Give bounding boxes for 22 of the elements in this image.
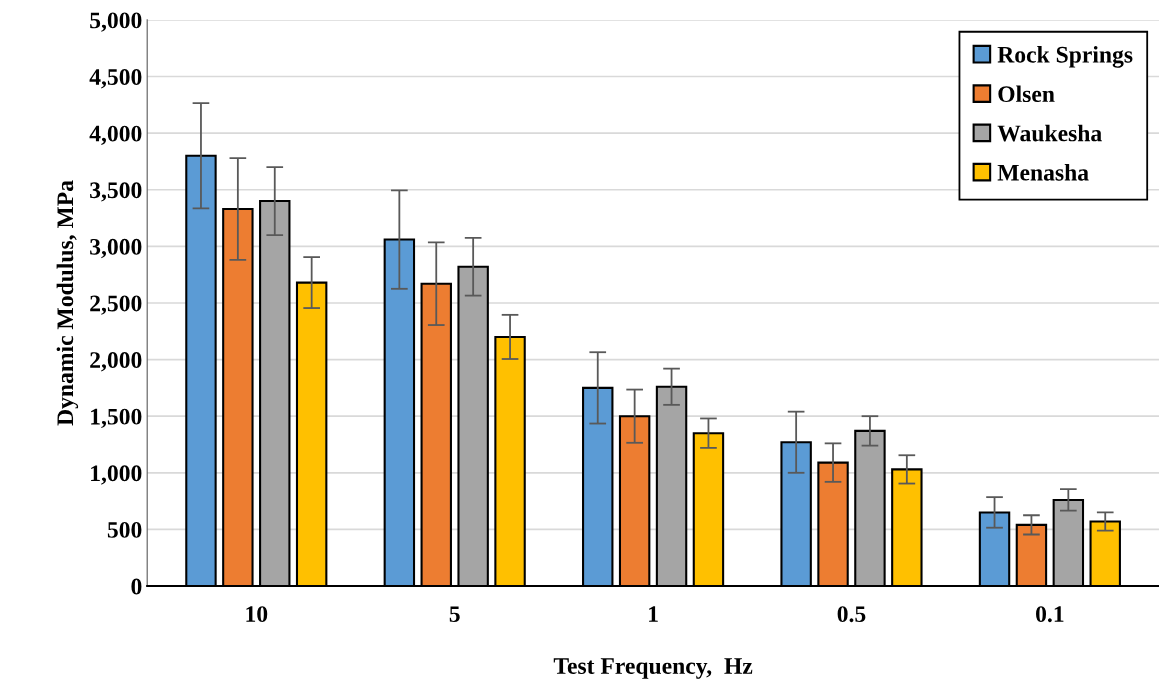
x-tick-label: 0.5 xyxy=(837,606,866,623)
y-tick-label: 2,000 xyxy=(90,352,142,372)
x-tick-label: 10 xyxy=(246,606,268,623)
x-axis-title: Test Frequency, Hz xyxy=(553,658,753,679)
legend-label: Waukesha xyxy=(997,124,1102,142)
legend-label: Menasha xyxy=(997,164,1089,181)
y-tick-label: 2,500 xyxy=(90,295,142,315)
y-tick-label: 4,000 xyxy=(89,125,142,145)
x-tick-label: 0.1 xyxy=(1036,606,1064,623)
y-tick-label: 500 xyxy=(107,521,142,538)
y-tick-label: 1,000 xyxy=(91,465,142,485)
x-tick-label: 5 xyxy=(449,606,460,623)
y-tick-label: 4,500 xyxy=(89,69,142,89)
legend-label: Rock Springs xyxy=(997,46,1133,68)
y-tick-label: 1,500 xyxy=(91,408,142,429)
legend-label: Olsen xyxy=(998,85,1055,103)
y-tick-label: 5,000 xyxy=(90,12,142,32)
x-tick-label: 1 xyxy=(649,606,658,622)
y-tick-label: 0 xyxy=(131,578,142,595)
y-tick-label: 3,000 xyxy=(90,238,142,259)
y-axis-title: Dynamic Modulus, MPa xyxy=(56,180,79,426)
y-tick-label: 3,500 xyxy=(90,182,142,202)
